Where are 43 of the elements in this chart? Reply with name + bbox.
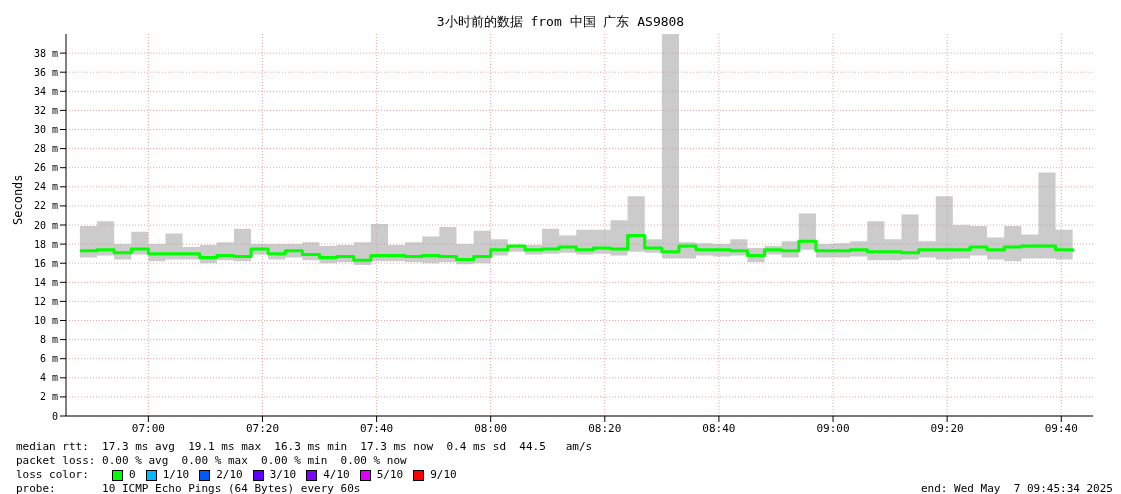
y-tick-label: 28 m [33, 143, 58, 155]
y-tick-label: 38 m [33, 47, 58, 59]
y-tick-label: 30 m [33, 124, 58, 136]
legend-label: 0 [129, 468, 136, 482]
y-tick-label: 20 m [33, 219, 58, 231]
legend-label: 1/10 [162, 468, 190, 482]
y-tick-label: 32 m [33, 104, 58, 116]
legend-label: 3/10 [269, 468, 297, 482]
x-tick-label: 07:20 [245, 421, 280, 435]
y-tick-label: 18 m [33, 238, 58, 250]
text: median rtt: 17.3 ms avg 19.1 ms max 16.3 ms min 17.3 ms now 0.4 ms sd 44.5 am/s [16, 440, 593, 454]
y-tick-label: 4 m [39, 372, 58, 384]
legend-label: 9/10 [430, 468, 457, 482]
y-tick-label: 22 m [33, 200, 58, 212]
x-tick-label: 08:00 [474, 421, 508, 435]
y-tick-label: 14 m [33, 276, 58, 288]
y-tick-label: 8 m [39, 334, 58, 346]
y-tick-label: 6 m [39, 353, 58, 365]
y-tick-label: 26 m [33, 162, 58, 174]
x-tick-label: 08:20 [588, 421, 622, 435]
x-tick-label: 07:00 [131, 421, 165, 435]
text: packet loss: 0.00 % avg 0.00 % max 0.00 % min 0.00 % now [16, 454, 408, 468]
text: end: Wed May 7 09:45:34 2025 [920, 482, 1113, 494]
text: probe: 10 ICMP Echo Pings (64 Bytes) every 60s [16, 482, 362, 494]
y-tick-label: 16 m [33, 257, 58, 269]
y-tick-label: 2 m [39, 391, 58, 403]
x-tick-label: 09:40 [1044, 421, 1078, 435]
chart-title: 3小时前的数据 from 中国 广东 AS9808 [435, 13, 686, 31]
x-tick-label: 09:00 [816, 421, 850, 435]
y-tick-label: 10 m [33, 315, 58, 327]
y-tick-label: 34 m [33, 85, 58, 97]
x-tick-label: 09:20 [930, 421, 964, 435]
y-axis-title: Seconds [11, 174, 26, 225]
y-tick-label: 24 m [33, 181, 58, 193]
x-tick-label: 08:40 [702, 421, 736, 435]
y-tick-label: 12 m [33, 295, 58, 307]
legend-title: loss color: [16, 468, 90, 482]
legend-label: 4/10 [323, 468, 350, 482]
legend-label: 5/10 [376, 468, 404, 482]
legend-label: 2/10 [216, 468, 243, 482]
y-tick-label: 36 m [33, 66, 58, 78]
x-tick-label: 07:40 [360, 421, 394, 435]
y-tick-label: 0 [51, 410, 58, 422]
